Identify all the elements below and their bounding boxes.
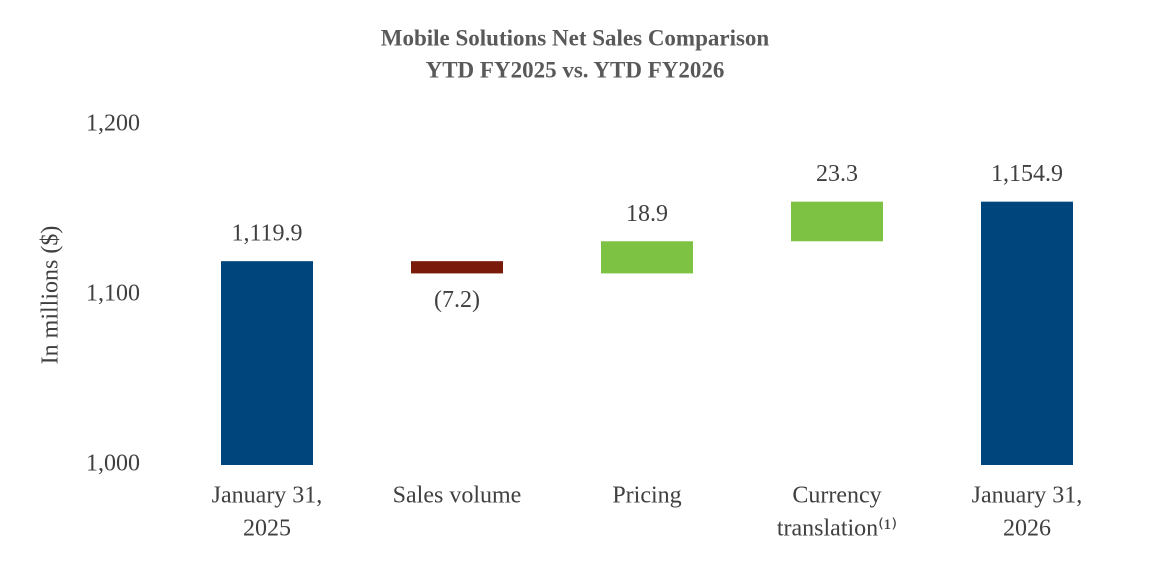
bar [411, 261, 503, 274]
bar [221, 261, 313, 465]
x-tick-label: Currency [792, 483, 881, 509]
x-tick-label: Pricing [612, 483, 681, 509]
y-axis-label: In millions ($) [38, 226, 64, 365]
y-tick-label: 1,200 [86, 111, 140, 137]
y-tick-label: 1,000 [86, 451, 140, 477]
chart-subtitle: YTD FY2025 vs. YTD FY2026 [426, 57, 725, 82]
x-tick-label: 2026 [1003, 516, 1051, 542]
x-tick-label: Sales volume [393, 483, 522, 509]
chart-title: Mobile Solutions Net Sales Comparison [381, 25, 770, 50]
data-label: 1,119.9 [231, 221, 302, 247]
bar [601, 241, 693, 274]
data-label: 1,154.9 [991, 161, 1063, 187]
bar [791, 201, 883, 242]
x-tick-label: 2025 [243, 516, 291, 542]
y-tick-label: 1,100 [86, 281, 140, 307]
data-label: 18.9 [626, 201, 668, 227]
data-label: (7.2) [434, 287, 480, 313]
x-tick-label: January 31, [972, 483, 1083, 509]
bar [981, 201, 1073, 466]
data-label: 23.3 [816, 161, 858, 187]
x-tick-label: translation⁽¹⁾ [777, 516, 897, 542]
x-tick-label: January 31, [212, 483, 323, 509]
